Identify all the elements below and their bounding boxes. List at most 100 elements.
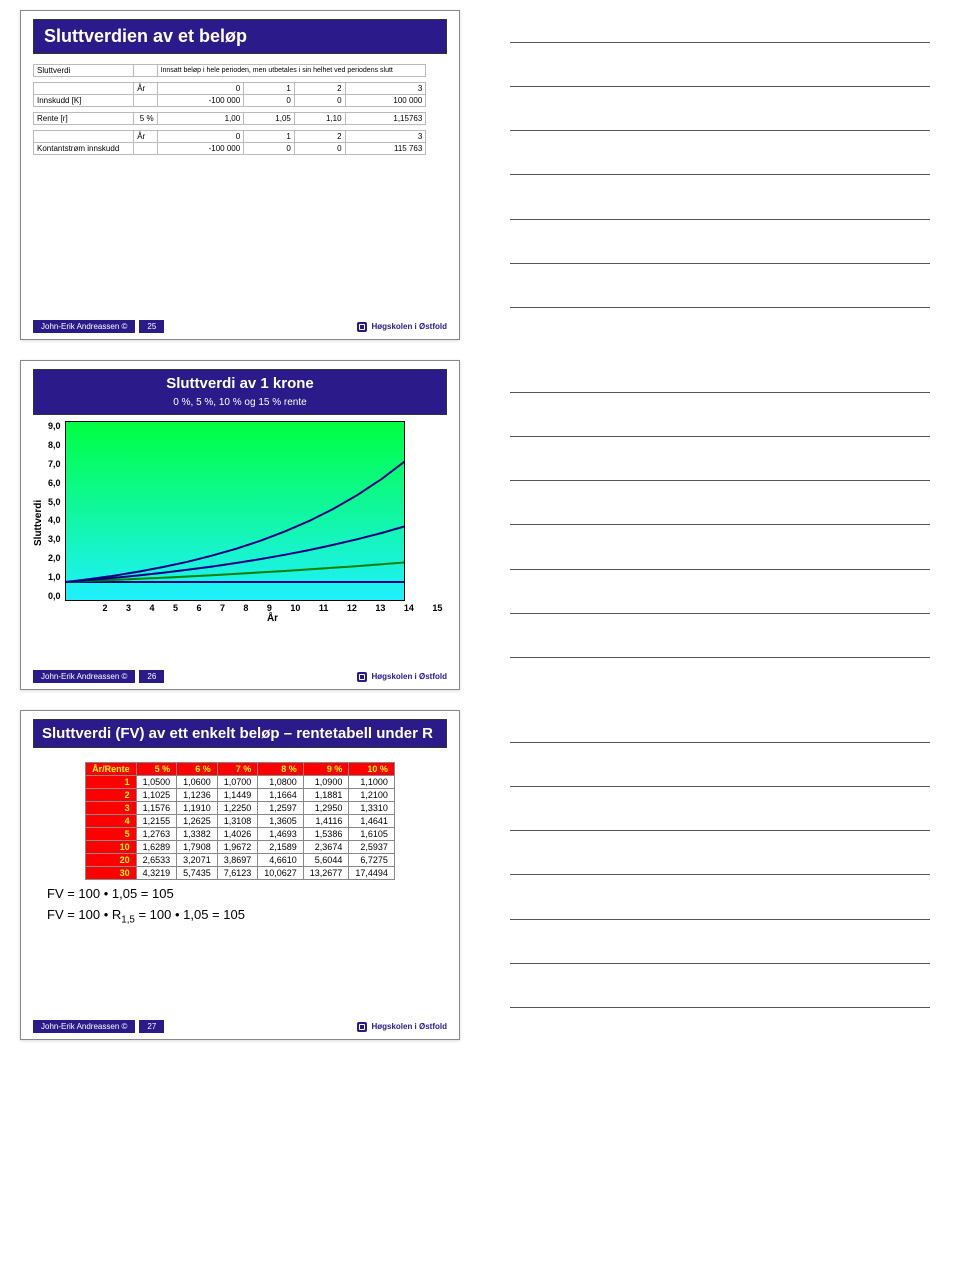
s1-desc-label: Sluttverdi — [34, 65, 134, 77]
table-year-cell: 2 — [86, 789, 137, 802]
table-col-header: 7 % — [217, 763, 258, 776]
table-row: 41,21551,26251,31081,36051,41161,4641 — [86, 815, 395, 828]
ytick: 9,0 — [48, 421, 61, 431]
table-cell: 6,7275 — [349, 854, 395, 867]
formula-1: FV = 100 • 1,05 = 105 — [47, 886, 433, 901]
table-year-cell: 4 — [86, 815, 137, 828]
table-cell: 1,2250 — [217, 802, 258, 815]
xtick: 6 — [196, 603, 201, 613]
slide2-title: Sluttverdi av 1 krone 0 %, 5 %, 10 % og … — [33, 369, 447, 415]
notes-area-1 — [480, 0, 960, 350]
author: John-Erik Andreassen © — [33, 320, 135, 333]
slide3-title: Sluttverdi (FV) av ett enkelt beløp – re… — [33, 719, 447, 748]
table-cell: 1,4116 — [303, 815, 349, 828]
note-line — [510, 219, 930, 220]
note-line — [510, 392, 930, 393]
table-row: 21,10251,12361,14491,16641,18811,2100 — [86, 789, 395, 802]
s1-desc-text: Innsatt beløp i hele perioden, men utbet… — [157, 65, 426, 77]
institution: Høgskolen i Østfold — [357, 672, 447, 682]
xtick: 8 — [243, 603, 248, 613]
notes-area-2 — [480, 350, 960, 700]
table-row: 304,32195,74357,612310,062713,267717,449… — [86, 867, 395, 880]
page-number: 27 — [139, 1020, 164, 1033]
xtick: 11 — [319, 603, 329, 613]
institution: Høgskolen i Østfold — [357, 1022, 447, 1032]
table-cell: 1,1664 — [258, 789, 304, 802]
ytick: 8,0 — [48, 440, 61, 450]
table-cell: 2,3674 — [303, 841, 349, 854]
table-cell: 1,9672 — [217, 841, 258, 854]
table-cell: 4,6610 — [258, 854, 304, 867]
ytick: 3,0 — [48, 534, 61, 544]
table-row: 51,27631,33821,40261,46931,53861,6105 — [86, 828, 395, 841]
table-cell: 1,0500 — [136, 776, 177, 789]
note-line — [510, 42, 930, 43]
author: John-Erik Andreassen © — [33, 670, 135, 683]
institution-icon — [357, 1022, 367, 1032]
note-line — [510, 742, 930, 743]
table-row: 101,62891,79081,96722,15892,36742,5937 — [86, 841, 395, 854]
table-cell: 1,6289 — [136, 841, 177, 854]
note-line — [510, 130, 930, 131]
slide1-footer: John-Erik Andreassen © 25 Høgskolen i Øs… — [33, 320, 447, 333]
table-cell: 1,3605 — [258, 815, 304, 828]
table-cell: 1,3310 — [349, 802, 395, 815]
table-cell: 2,1589 — [258, 841, 304, 854]
note-line — [510, 263, 930, 264]
formula-2: FV = 100 • R1,5 = 100 • 1,05 = 105 — [47, 907, 433, 926]
table-col-header: 6 % — [177, 763, 218, 776]
notes-area-3 — [480, 700, 960, 1050]
page-number: 26 — [139, 670, 164, 683]
table-cell: 1,2155 — [136, 815, 177, 828]
xtick: 14 — [404, 603, 414, 613]
slide-2: Sluttverdi av 1 krone 0 %, 5 %, 10 % og … — [20, 360, 460, 690]
table-cell: 1,0600 — [177, 776, 218, 789]
slide1-title: Sluttverdien av et beløp — [33, 19, 447, 54]
table-row: 202,65333,20713,86974,66105,60446,7275 — [86, 854, 395, 867]
xtick: 10 — [290, 603, 300, 613]
slide-3: Sluttverdi (FV) av ett enkelt beløp – re… — [20, 710, 460, 1040]
chart-yticks: 9,08,07,06,05,04,03,02,01,00,0 — [48, 421, 65, 601]
table-cell: 1,6105 — [349, 828, 395, 841]
ytick: 0,0 — [48, 591, 61, 601]
table-cell: 1,2763 — [136, 828, 177, 841]
slide-1: Sluttverdien av et beløp Sluttverdi Inns… — [20, 10, 460, 340]
institution-icon — [357, 672, 367, 682]
table-cell: 1,1449 — [217, 789, 258, 802]
note-line — [510, 436, 930, 437]
ytick: 5,0 — [48, 497, 61, 507]
table-cell: 1,4693 — [258, 828, 304, 841]
table-cell: 1,1576 — [136, 802, 177, 815]
table-col-header: 10 % — [349, 763, 395, 776]
xtick: 15 — [432, 603, 442, 613]
page-number: 25 — [139, 320, 164, 333]
table-cell: 3,2071 — [177, 854, 218, 867]
xtick: 7 — [220, 603, 225, 613]
ytick: 4,0 — [48, 515, 61, 525]
table-year-cell: 3 — [86, 802, 137, 815]
chart-xlabel: År — [103, 613, 443, 624]
xtick: 9 — [267, 603, 272, 613]
institution-icon — [357, 322, 367, 332]
note-line — [510, 830, 930, 831]
institution: Høgskolen i Østfold — [357, 322, 447, 332]
table-cell: 1,1000 — [349, 776, 395, 789]
table-cell: 2,6533 — [136, 854, 177, 867]
ytick: 7,0 — [48, 459, 61, 469]
table-cell: 1,1236 — [177, 789, 218, 802]
xtick: 4 — [149, 603, 154, 613]
table-cell: 1,1881 — [303, 789, 349, 802]
xtick: 3 — [126, 603, 131, 613]
table-cell: 7,6123 — [217, 867, 258, 880]
table-cell: 4,3219 — [136, 867, 177, 880]
table-year-cell: 10 — [86, 841, 137, 854]
note-line — [510, 86, 930, 87]
table-col-header: 8 % — [258, 763, 304, 776]
table-cell: 1,7908 — [177, 841, 218, 854]
table-cell: 1,3108 — [217, 815, 258, 828]
table-cell: 1,2597 — [258, 802, 304, 815]
table-year-cell: 20 — [86, 854, 137, 867]
note-line — [510, 919, 930, 920]
note-line — [510, 480, 930, 481]
table-cell: 3,8697 — [217, 854, 258, 867]
